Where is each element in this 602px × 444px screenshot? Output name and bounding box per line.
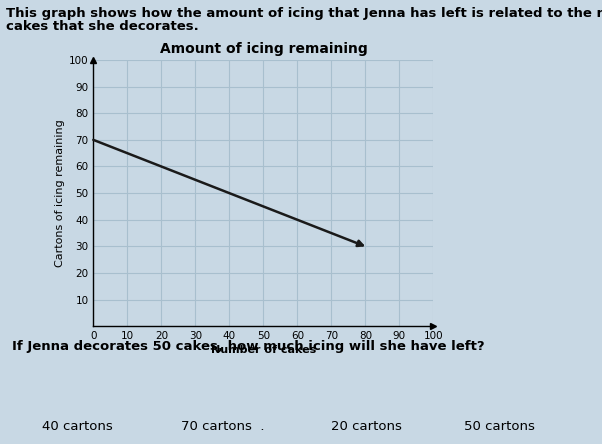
Text: This graph shows how the amount of icing that Jenna has left is related to the n: This graph shows how the amount of icing… <box>6 7 602 20</box>
Text: cakes that she decorates.: cakes that she decorates. <box>6 20 199 33</box>
X-axis label: Number of cakes: Number of cakes <box>211 345 316 355</box>
Title: Amount of icing remaining: Amount of icing remaining <box>160 42 367 56</box>
Text: 70 cartons  .: 70 cartons . <box>181 420 264 432</box>
Text: If Jenna decorates 50 cakes, how much icing will she have left?: If Jenna decorates 50 cakes, how much ic… <box>12 340 485 353</box>
Text: 50 cartons: 50 cartons <box>464 420 535 432</box>
Text: 40 cartons: 40 cartons <box>42 420 113 432</box>
Y-axis label: Cartons of icing remaining: Cartons of icing remaining <box>55 119 64 267</box>
Text: 20 cartons: 20 cartons <box>331 420 402 432</box>
